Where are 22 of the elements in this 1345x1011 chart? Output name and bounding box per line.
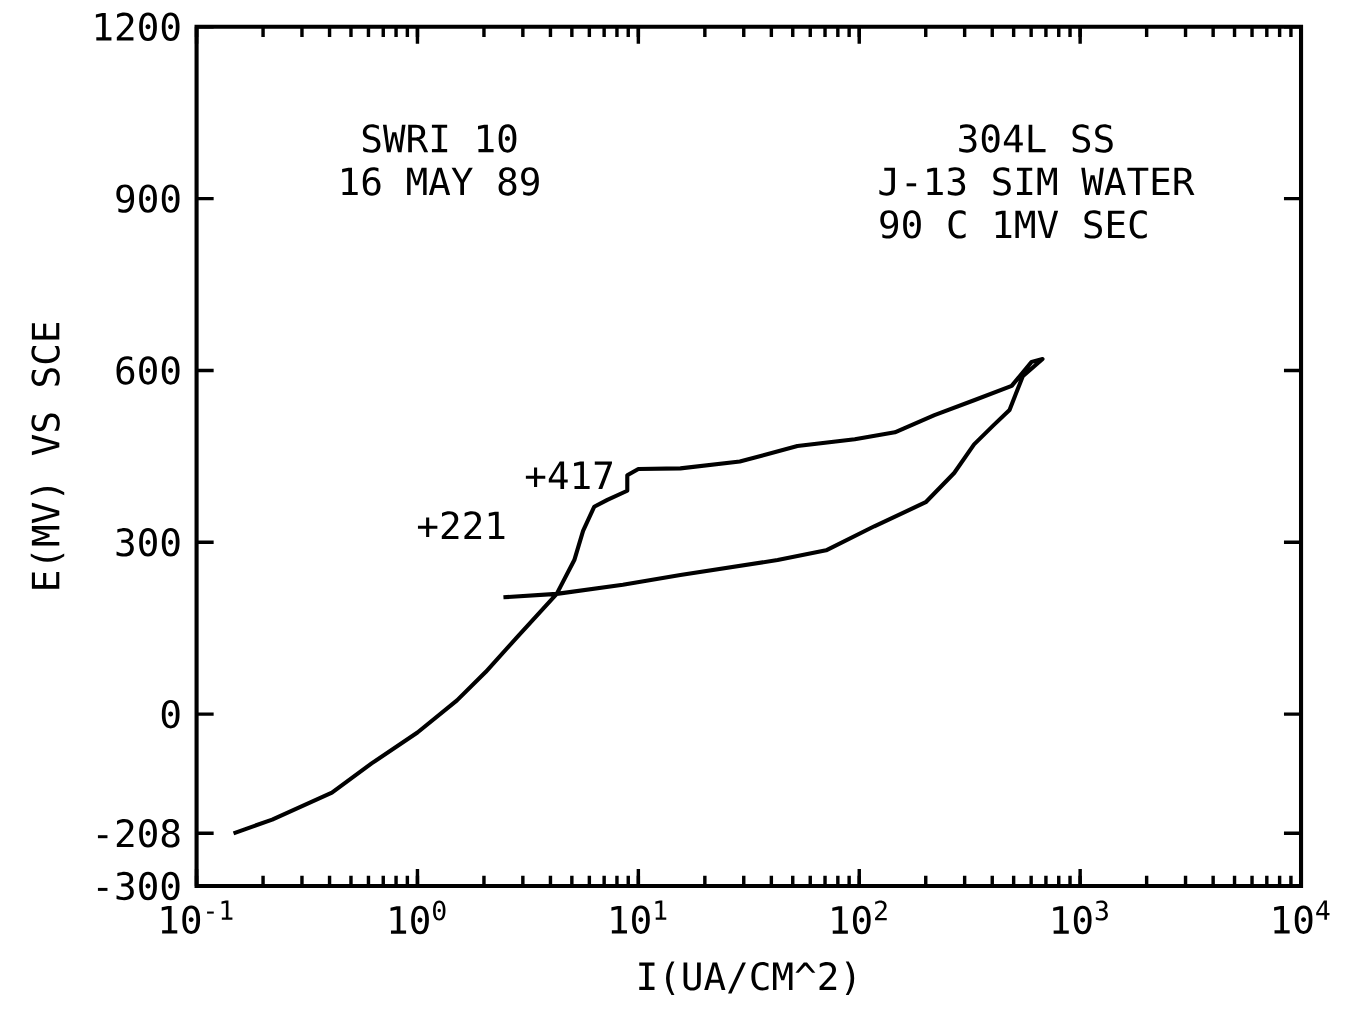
x-tick-label: 10$^{0}$ [390, 900, 446, 935]
annotation: 90 C 1MV SEC [880, 210, 1147, 239]
x-tick-label: 10$^{2}$ [832, 900, 887, 935]
x-tick-label: 10$^{3}$ [1053, 900, 1108, 935]
annotation: 16 MAY 89 [342, 167, 539, 196]
annotation: SWRI 10 [362, 124, 517, 153]
annotation: +221 [417, 511, 505, 540]
y-tick-label: 1200 [95, 12, 180, 42]
y-tick-label: 600 [116, 356, 180, 385]
annotation: J-13 SIM WATER [879, 167, 1195, 196]
x-axis-title: I(UA/CM^2) [639, 961, 855, 996]
annotation: 304L SS [959, 124, 1113, 153]
annotation: +417 [525, 461, 612, 490]
y-tick-label: 300 [116, 528, 180, 557]
x-tick-label: 10$^{4}$ [1274, 900, 1330, 935]
y-tick-label: -208 [97, 819, 180, 848]
x-tick-label: 10$^{-1}$ [161, 900, 233, 935]
x-tick-label: 10$^{1}$ [611, 900, 667, 935]
y-axis-title: E(MV) VS SCE [30, 323, 65, 589]
y-tick-label: 900 [116, 184, 180, 214]
y-tick-label: -300 [97, 872, 180, 901]
y-tick-label: 0 [161, 700, 180, 729]
